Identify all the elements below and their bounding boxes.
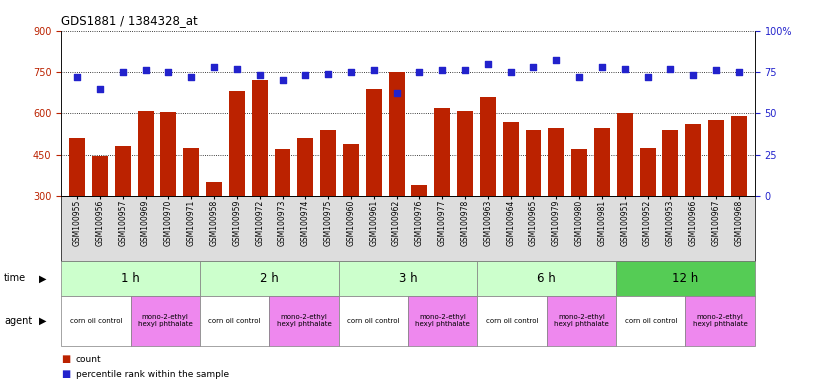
Point bbox=[436, 67, 449, 73]
Text: 2 h: 2 h bbox=[260, 272, 278, 285]
Point bbox=[139, 67, 152, 73]
Bar bbox=[92, 156, 108, 196]
Text: ■: ■ bbox=[61, 369, 70, 379]
Text: time: time bbox=[4, 273, 26, 283]
Bar bbox=[548, 128, 565, 196]
Point bbox=[619, 66, 632, 72]
Point bbox=[709, 67, 722, 73]
Bar bbox=[708, 120, 724, 196]
Text: mono-2-ethyl
hexyl phthalate: mono-2-ethyl hexyl phthalate bbox=[277, 314, 331, 327]
Point bbox=[207, 64, 220, 70]
Bar bbox=[594, 128, 610, 196]
Bar bbox=[297, 138, 313, 196]
Point bbox=[527, 64, 540, 70]
Point bbox=[230, 66, 243, 72]
Point bbox=[596, 64, 609, 70]
Point bbox=[71, 74, 84, 80]
Text: mono-2-ethyl
hexyl phthalate: mono-2-ethyl hexyl phthalate bbox=[138, 314, 193, 327]
Point bbox=[116, 69, 129, 75]
Text: 6 h: 6 h bbox=[538, 272, 556, 285]
Bar bbox=[115, 146, 131, 196]
Bar bbox=[69, 138, 85, 196]
Bar bbox=[526, 130, 542, 196]
Point bbox=[687, 72, 700, 78]
Bar bbox=[320, 130, 336, 196]
Bar bbox=[503, 121, 519, 196]
Bar bbox=[434, 108, 450, 196]
Point bbox=[504, 69, 517, 75]
Point bbox=[550, 57, 563, 63]
Point bbox=[94, 86, 107, 92]
Text: corn oil control: corn oil control bbox=[69, 318, 122, 324]
Text: ▶: ▶ bbox=[38, 316, 47, 326]
Bar bbox=[617, 113, 632, 196]
Point bbox=[573, 74, 586, 80]
Text: ▶: ▶ bbox=[38, 273, 47, 283]
Point bbox=[276, 77, 289, 83]
Bar bbox=[138, 111, 153, 196]
Bar bbox=[251, 80, 268, 196]
Text: corn oil control: corn oil control bbox=[347, 318, 400, 324]
Text: GDS1881 / 1384328_at: GDS1881 / 1384328_at bbox=[61, 14, 198, 27]
Point bbox=[732, 69, 745, 75]
Point bbox=[162, 69, 175, 75]
Text: mono-2-ethyl
hexyl phthalate: mono-2-ethyl hexyl phthalate bbox=[415, 314, 470, 327]
Text: corn oil control: corn oil control bbox=[208, 318, 261, 324]
Point bbox=[299, 72, 312, 78]
Bar bbox=[366, 88, 382, 196]
Bar bbox=[685, 124, 701, 196]
Text: agent: agent bbox=[4, 316, 33, 326]
Point bbox=[253, 72, 266, 78]
Bar bbox=[571, 149, 587, 196]
Text: mono-2-ethyl
hexyl phthalate: mono-2-ethyl hexyl phthalate bbox=[554, 314, 609, 327]
Bar bbox=[388, 72, 405, 196]
Bar bbox=[184, 148, 199, 196]
Point bbox=[413, 69, 426, 75]
Point bbox=[459, 67, 472, 73]
Point bbox=[641, 74, 654, 80]
Text: ■: ■ bbox=[61, 354, 70, 364]
Text: 1 h: 1 h bbox=[122, 272, 140, 285]
Bar bbox=[229, 91, 245, 196]
Bar bbox=[343, 144, 359, 196]
Text: corn oil control: corn oil control bbox=[624, 318, 677, 324]
Bar bbox=[640, 148, 655, 196]
Bar bbox=[411, 185, 428, 196]
Bar bbox=[457, 111, 473, 196]
Text: 12 h: 12 h bbox=[672, 272, 698, 285]
Bar bbox=[274, 149, 290, 196]
Bar bbox=[663, 130, 678, 196]
Bar bbox=[206, 182, 222, 196]
Point bbox=[481, 61, 494, 67]
Point bbox=[367, 67, 380, 73]
Text: 3 h: 3 h bbox=[399, 272, 417, 285]
Bar bbox=[480, 97, 496, 196]
Point bbox=[344, 69, 357, 75]
Bar bbox=[731, 116, 747, 196]
Text: count: count bbox=[76, 354, 101, 364]
Text: percentile rank within the sample: percentile rank within the sample bbox=[76, 370, 229, 379]
Text: mono-2-ethyl
hexyl phthalate: mono-2-ethyl hexyl phthalate bbox=[693, 314, 747, 327]
Text: corn oil control: corn oil control bbox=[486, 318, 539, 324]
Point bbox=[390, 90, 403, 96]
Point bbox=[184, 74, 197, 80]
Point bbox=[322, 71, 335, 77]
Bar bbox=[161, 112, 176, 196]
Point bbox=[664, 66, 677, 72]
